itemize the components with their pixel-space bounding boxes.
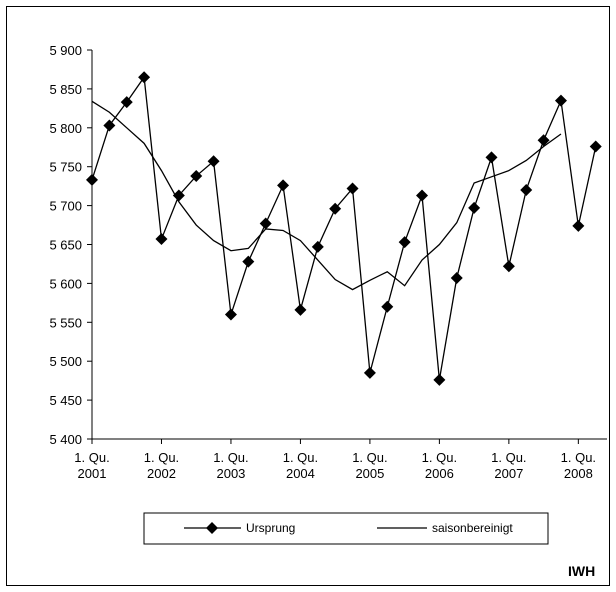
point-ursprung <box>103 119 116 132</box>
point-ursprung <box>520 184 533 197</box>
point-ursprung <box>190 170 203 183</box>
point-ursprung <box>311 240 324 253</box>
point-ursprung <box>381 300 394 313</box>
point-ursprung <box>468 201 481 214</box>
chart-frame <box>6 6 610 586</box>
y-tick-label: 5 500 <box>49 354 82 369</box>
x-tick-label: 1. Qu. <box>561 450 596 465</box>
point-ursprung <box>398 236 411 249</box>
point-ursprung <box>502 260 515 273</box>
x-tick-label-year: 2005 <box>355 466 384 481</box>
legend-box <box>143 512 549 545</box>
point-ursprung <box>224 308 237 321</box>
point-ursprung <box>294 303 307 316</box>
point-ursprung <box>329 202 342 215</box>
point-ursprung <box>155 233 168 246</box>
legend: Ursprung saisonbereinigt <box>143 512 549 545</box>
point-ursprung <box>537 134 550 147</box>
point-ursprung <box>554 94 567 107</box>
x-tick-label: 1. Qu. <box>491 450 526 465</box>
series-saisonbereinigt <box>91 100 562 291</box>
x-tick-label: 1. Qu. <box>283 450 318 465</box>
point-ursprung <box>450 271 463 284</box>
point-ursprung <box>242 255 255 268</box>
point-ursprung <box>138 71 151 84</box>
y-tick-label: 5 750 <box>49 160 82 175</box>
point-ursprung <box>207 155 220 168</box>
point-ursprung <box>572 219 585 232</box>
x-tick-label-year: 2002 <box>147 466 176 481</box>
point-ursprung <box>120 96 133 109</box>
y-tick-label: 5 550 <box>49 315 82 330</box>
y-axis-ticks: 5 400 5 450 5 500 5 550 5 600 5 650 5 700 5 750… <box>49 43 92 447</box>
point-ursprung <box>172 189 185 202</box>
x-tick-label-year: 2006 <box>425 466 454 481</box>
point-ursprung <box>259 217 272 230</box>
y-tick-label: 5 450 <box>49 393 82 408</box>
point-ursprung <box>589 140 602 153</box>
point-ursprung <box>86 173 98 186</box>
y-tick-label: 5 700 <box>49 199 82 214</box>
series-ursprung <box>86 71 602 386</box>
source-label: IWH <box>568 563 595 579</box>
axes <box>91 50 607 440</box>
point-ursprung <box>346 182 359 195</box>
x-tick-label: 1. Qu. <box>422 450 457 465</box>
y-tick-label: 5 900 <box>49 43 82 58</box>
y-tick-label: 5 850 <box>49 82 82 97</box>
x-tick-label: 1. Qu. <box>74 450 109 465</box>
point-ursprung <box>277 179 290 192</box>
x-tick-label: 1. Qu. <box>213 450 248 465</box>
x-tick-label: 1. Qu. <box>144 450 179 465</box>
y-tick-label: 5 800 <box>49 121 82 136</box>
x-tick-label-year: 2004 <box>286 466 315 481</box>
point-ursprung <box>416 189 429 202</box>
x-tick-label-year: 2007 <box>494 466 523 481</box>
legend-marker-ursprung <box>206 522 218 534</box>
point-ursprung <box>485 151 498 164</box>
x-tick-label: 1. Qu. <box>352 450 387 465</box>
line-saisonbereinigt <box>91 100 562 291</box>
y-tick-label: 5 650 <box>49 238 82 253</box>
point-ursprung <box>363 366 376 379</box>
legend-label-saisonbereinigt: saisonbereinigt <box>432 521 513 535</box>
y-tick-label: 5 400 <box>49 432 82 447</box>
x-tick-label-year: 2001 <box>78 466 107 481</box>
line-ursprung <box>91 75 597 380</box>
y-tick-label: 5 600 <box>49 276 82 291</box>
x-tick-label-year: 2008 <box>564 466 593 481</box>
legend-label-ursprung: Ursprung <box>246 521 295 535</box>
point-ursprung <box>433 373 446 386</box>
x-tick-label-year: 2003 <box>216 466 245 481</box>
